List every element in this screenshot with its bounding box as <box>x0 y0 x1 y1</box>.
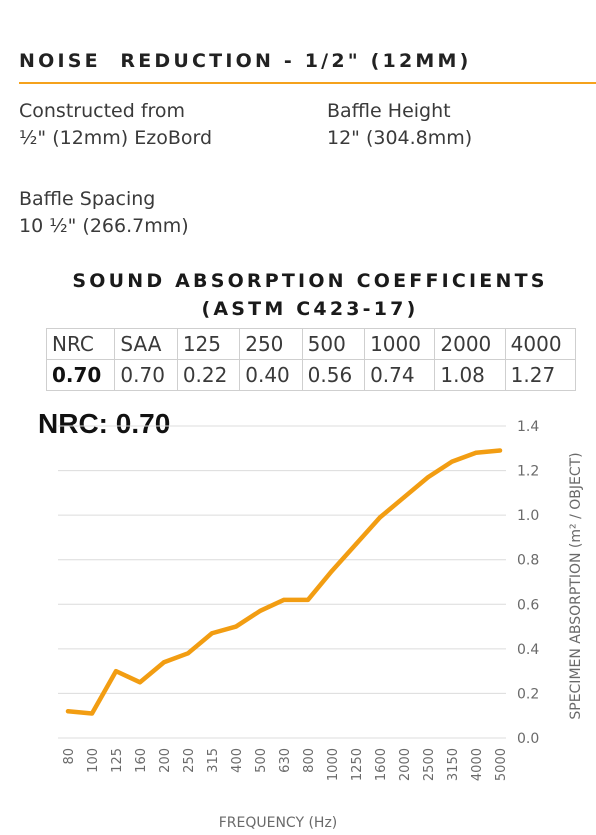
data-point <box>498 448 502 453</box>
y-tick-label: 0.6 <box>517 597 539 613</box>
x-tick-label: 2500 <box>422 748 437 781</box>
x-tick-label: 250 <box>182 748 197 773</box>
data-point <box>258 608 262 613</box>
data-point <box>234 624 238 629</box>
grid-layer <box>58 425 506 739</box>
data-point <box>138 680 142 685</box>
data-point <box>426 475 430 480</box>
accent-rule <box>19 82 596 84</box>
x-tick-label: 160 <box>134 748 149 773</box>
data-point <box>450 459 454 464</box>
x-axis-label: FREQUENCY (Hz) <box>219 815 338 831</box>
coefficients-value-row: 0.70 0.70 0.22 0.40 0.56 0.74 1.08 1.27 <box>45 359 577 391</box>
x-tick-label: 5000 <box>494 748 509 781</box>
x-tick-label: 125 <box>110 748 125 773</box>
y-tick-label: 1.0 <box>517 508 539 524</box>
y-tick-label: 1.4 <box>517 419 539 435</box>
y-tick-label: 1.2 <box>517 464 539 480</box>
header-cell: 125 <box>176 328 241 360</box>
spec-construction-value: ½" (12mm) EzoBord <box>19 127 213 149</box>
x-tick-label: 1000 <box>326 748 341 781</box>
data-point <box>330 568 334 573</box>
data-points <box>66 448 502 716</box>
x-tick-label: 2000 <box>398 748 413 781</box>
header-cell: 4000 <box>504 328 577 360</box>
spec-spacing: Baffle Spacing 10 ½" (266.7mm) <box>19 186 189 240</box>
spec-height-label: Baffle Height <box>327 100 451 122</box>
spec-spacing-label: Baffle Spacing <box>19 188 156 210</box>
coefficients-title: SOUND ABSORPTION COEFFICIENTS <box>72 270 548 292</box>
page-heading: NOISE REDUCTION - 1/2" (12MM) <box>19 50 472 72</box>
absorption-chart: 0.0 0.2 0.4 0.6 0.8 1.0 1.2 1.4 80 100 125 160 200 2… <box>58 419 584 831</box>
y-tick-labels: 0.0 0.2 0.4 0.6 0.8 1.0 1.2 1.4 <box>517 419 539 747</box>
header-cell: 500 <box>301 328 366 360</box>
data-point <box>210 631 214 636</box>
y-tick-label: 0.0 <box>517 731 539 747</box>
nrc-callout: NRC: 0.70 <box>38 408 171 439</box>
value-cell: 0.56 <box>301 359 366 391</box>
spec-construction: Constructed from ½" (12mm) EzoBord <box>19 98 212 152</box>
y-tick-label: 0.8 <box>517 553 539 569</box>
x-tick-label: 400 <box>230 748 245 773</box>
y-tick-label: 0.4 <box>517 642 539 658</box>
spec-spacing-value: 10 ½" (266.7mm) <box>19 215 189 237</box>
x-tick-label: 3150 <box>446 748 461 781</box>
header-cell: 2000 <box>434 328 506 360</box>
data-point <box>306 597 310 602</box>
data-point <box>186 651 190 656</box>
y-tick-label: 0.2 <box>517 686 539 702</box>
x-tick-label: 100 <box>86 748 101 773</box>
coefficients-header-row: NRC SAA 125 250 500 1000 2000 4000 <box>45 328 577 360</box>
x-tick-label: 4000 <box>470 748 485 781</box>
x-tick-labels: 80 100 125 160 200 250 315 400 500 630 800 1000 1250… <box>62 748 509 781</box>
data-point <box>474 450 478 455</box>
data-point <box>66 709 70 714</box>
header-cell: 250 <box>239 328 303 360</box>
coefficients-subtitle: (ASTM C423-17) <box>201 298 419 320</box>
series-line <box>65 448 503 716</box>
x-tick-label: 315 <box>206 748 221 773</box>
x-tick-label: 630 <box>278 748 293 773</box>
value-cell: 0.22 <box>176 359 241 391</box>
value-cell: 0.70 <box>114 359 178 391</box>
x-tick-label: 80 <box>62 748 77 765</box>
data-point <box>114 669 118 674</box>
x-tick-label: 500 <box>254 748 269 773</box>
data-point <box>282 597 286 602</box>
value-cell: 0.74 <box>364 359 436 391</box>
coefficients-table: NRC SAA 125 250 500 1000 2000 4000 0.70 … <box>45 328 577 391</box>
spec-height: Baffle Height 12" (304.8mm) <box>327 98 472 152</box>
x-tick-label: 200 <box>158 748 173 773</box>
spec-height-value: 12" (304.8mm) <box>327 127 473 149</box>
data-point <box>354 542 358 547</box>
header-cell: NRC <box>45 328 116 360</box>
data-point <box>162 660 166 665</box>
data-point <box>90 711 94 716</box>
header-cell: 1000 <box>364 328 436 360</box>
value-cell: 1.08 <box>434 359 506 391</box>
x-tick-label: 800 <box>302 748 317 773</box>
x-tick-label: 1600 <box>374 748 389 781</box>
data-point <box>378 515 382 520</box>
y-axis-label: SPECIMEN ABSORPTION (m² / OBJECT) <box>568 452 584 719</box>
value-cell: 1.27 <box>504 359 577 391</box>
value-cell: 0.40 <box>239 359 303 391</box>
data-point <box>402 495 406 500</box>
header-cell: SAA <box>114 328 178 360</box>
x-tick-label: 1250 <box>350 748 365 781</box>
value-cell-nrc: 0.70 <box>45 359 116 391</box>
spec-construction-label: Constructed from <box>19 100 186 122</box>
